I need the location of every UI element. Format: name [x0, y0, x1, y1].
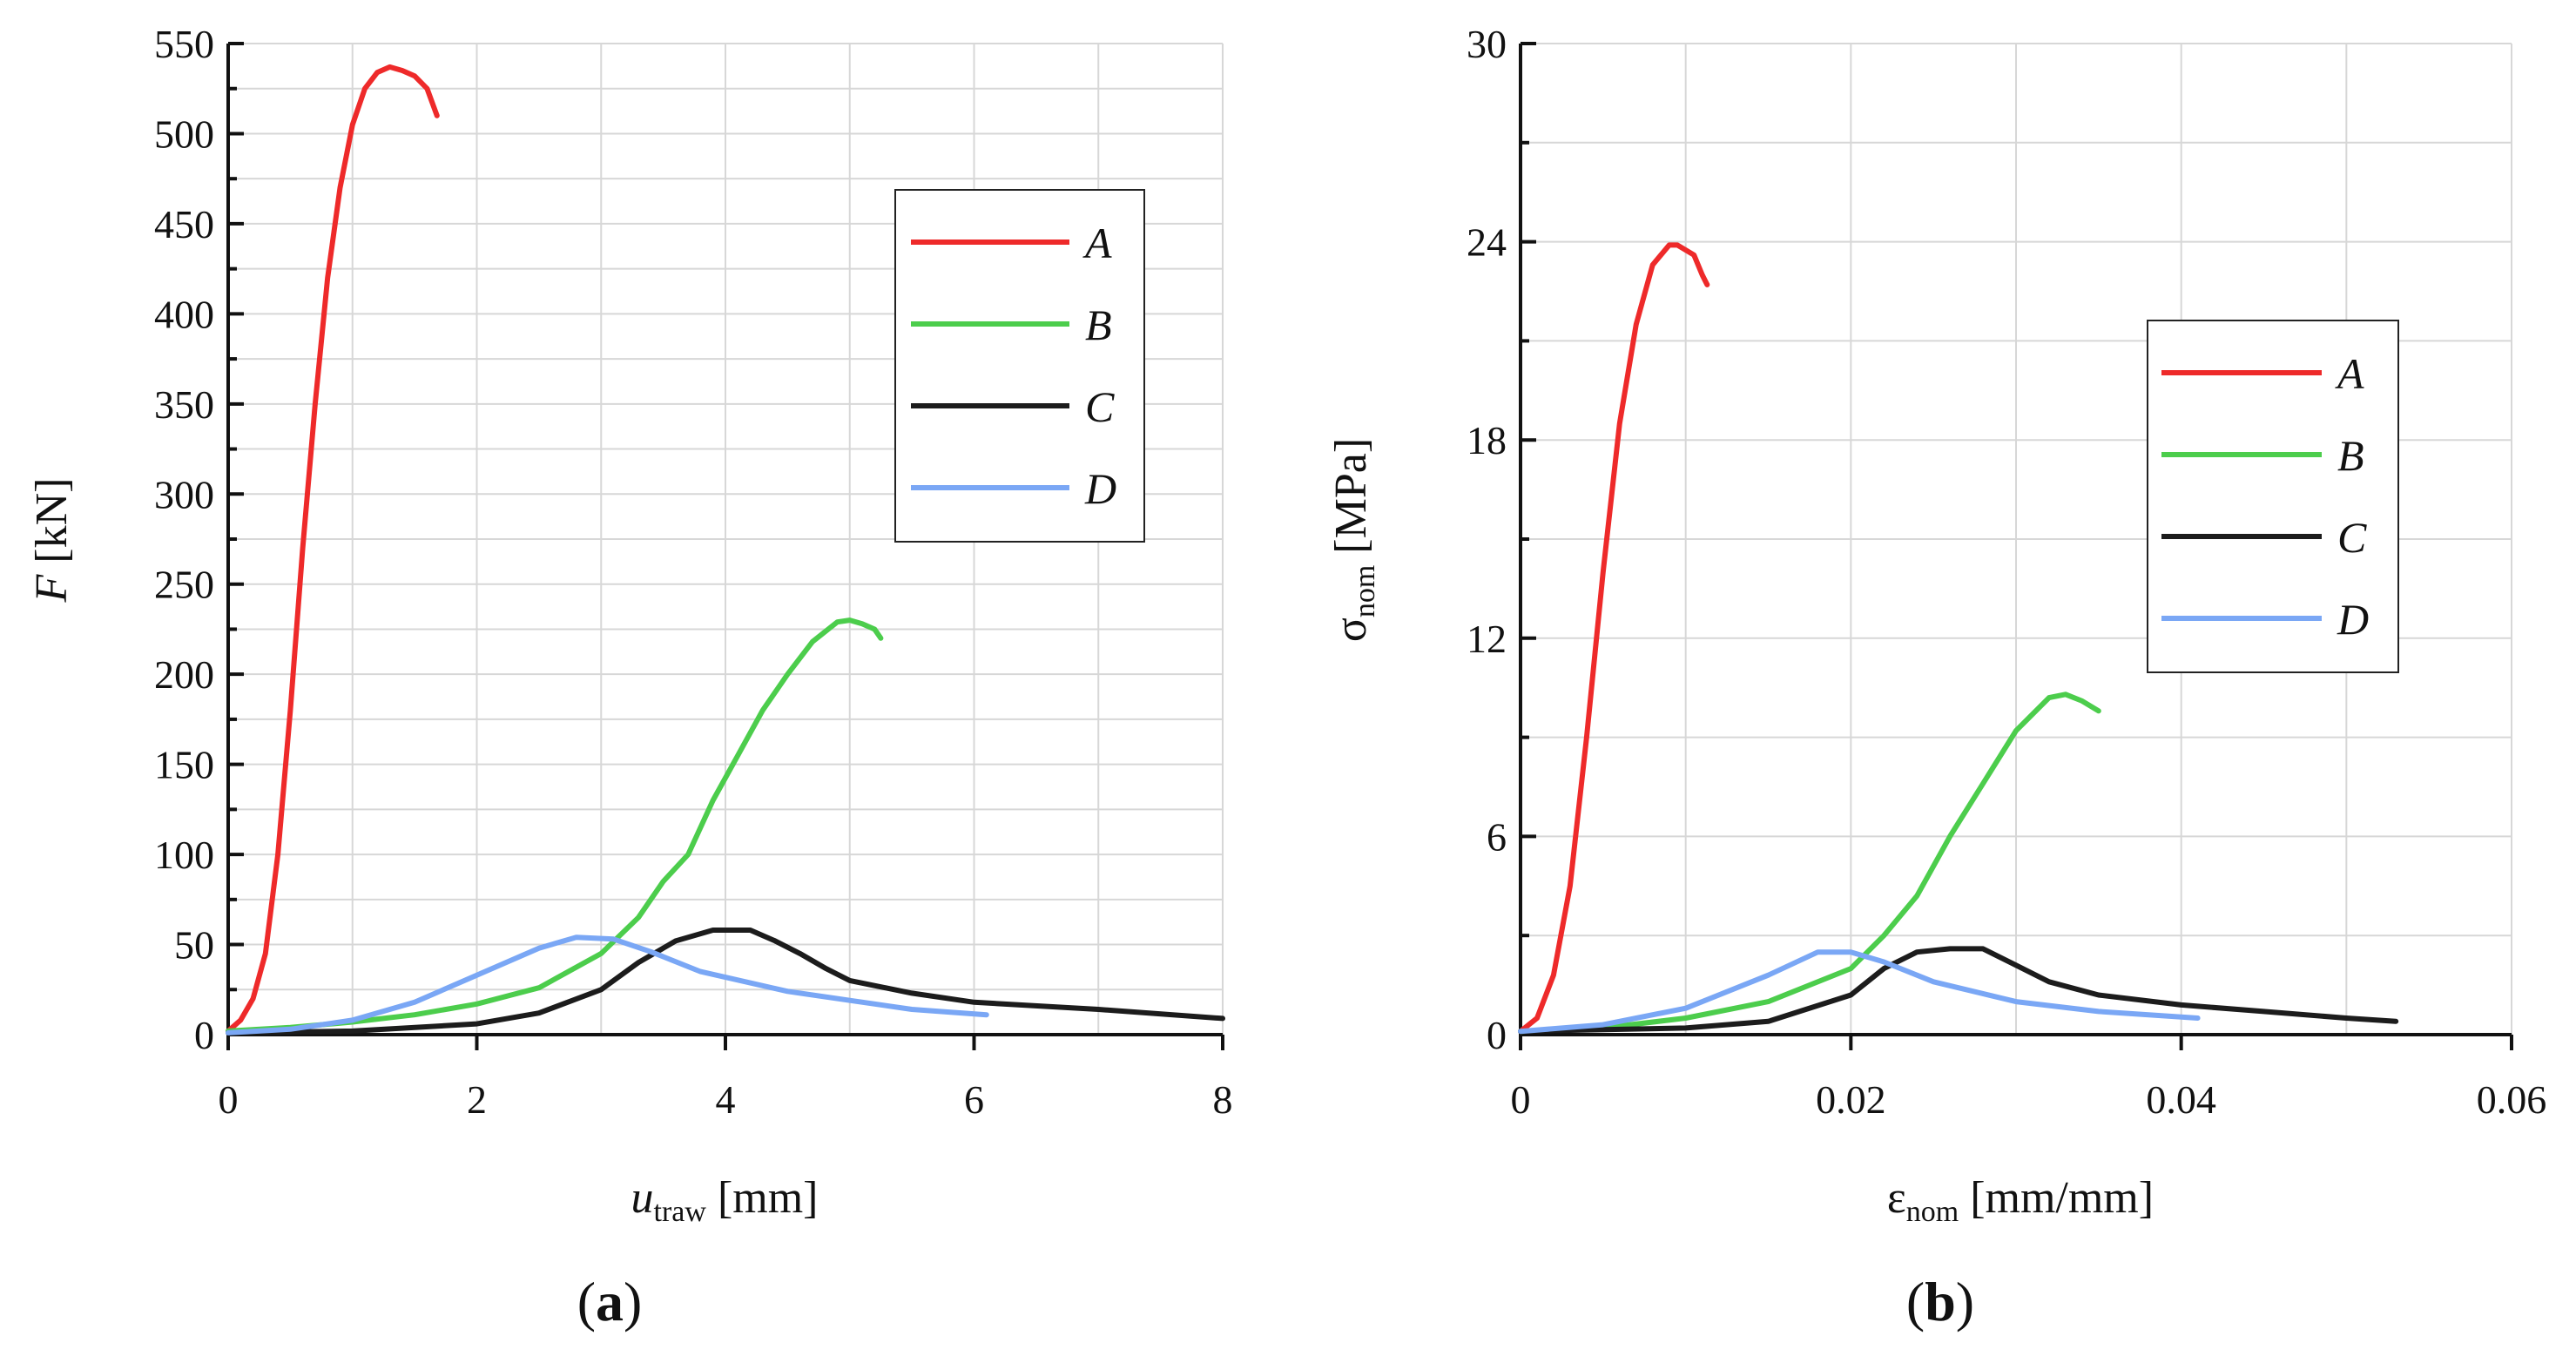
- panel-a-ytick-label-8: 400: [154, 292, 214, 336]
- panel-a-ytick-label-4: 200: [154, 652, 214, 697]
- panel-a-ytick-label-10: 500: [154, 111, 214, 156]
- panel-a-legend-box: [894, 189, 1145, 543]
- panel-a-x-axis-label: utraw [mm]: [631, 1173, 819, 1228]
- panel-b-series-d: [1518, 949, 2201, 1035]
- panel-a-xtick-label-1: 2: [467, 1077, 487, 1122]
- panel-a-ytick-label-2: 100: [154, 833, 214, 877]
- panel-a-series-b: [226, 617, 884, 1034]
- panel-b-ytick-label-1: 6: [1487, 814, 1507, 859]
- panel-b-ytick-label-3: 18: [1467, 418, 1507, 462]
- panel-a-legend: A B C D: [894, 189, 1145, 543]
- panel-a-ytick-label-11: 550: [154, 22, 214, 66]
- panel-a-series-d: [226, 934, 989, 1036]
- panel-a-series-c: [226, 928, 1225, 1036]
- panel-a-legend-label-c: C: [1085, 382, 1115, 431]
- panel-b-legend-box: [2147, 320, 2399, 673]
- panel-a-ytick-label-5: 250: [154, 563, 214, 607]
- panel-a-legend-label-d: D: [1084, 464, 1116, 513]
- panel-a-xtick-label-2: 4: [716, 1077, 736, 1122]
- panel-a-ticks: 0 50 100 150 200 250 300 350 400 450 500 550 0 2 4 6 8: [154, 22, 1233, 1122]
- panel-b-legend-label-a: A: [2335, 349, 2364, 398]
- panel-a-xtick-label-3: 6: [964, 1077, 984, 1122]
- panel-a-xtick-label-4: 8: [1213, 1077, 1233, 1122]
- panel-b-label: (b): [1906, 1271, 1974, 1332]
- panel-a-series: [226, 64, 1225, 1036]
- panel-b-legend: A B C D: [2147, 320, 2399, 673]
- panel-b-ytick-label-5: 30: [1467, 22, 1507, 66]
- panel-a-series-a: [226, 64, 440, 1034]
- panel-b-x-axis-label: εnom [mm/mm]: [1887, 1173, 2154, 1228]
- panel-a-legend-label-b: B: [1085, 300, 1112, 349]
- panel-a-xtick-label-0: 0: [219, 1077, 239, 1122]
- panel-b-xtick-label-0: 0: [1511, 1077, 1531, 1122]
- panel-b-xtick-label-1: 0.02: [1816, 1077, 1886, 1122]
- panel-b: 0 6 12 18 24 30 0 0.02 0.04 0.06 A B C D σnom [MP…: [1326, 22, 2546, 1332]
- panel-a: 0 50 100 150 200 250 300 350 400 450 500 550 0 2 4 6 8 A…: [27, 22, 1233, 1332]
- panel-b-legend-label-d: D: [2337, 595, 2369, 644]
- panel-a-ytick-label-7: 350: [154, 382, 214, 427]
- panel-a-ytick-label-3: 150: [154, 743, 214, 787]
- panel-a-legend-label-a: A: [1082, 219, 1112, 267]
- panel-b-legend-label-c: C: [2337, 513, 2367, 562]
- panel-b-y-axis-label: σnom [MPa]: [1326, 438, 1381, 642]
- panel-a-ytick-label-9: 450: [154, 202, 214, 246]
- panel-a-ytick-label-6: 300: [154, 472, 214, 516]
- panel-a-ytick-label-0: 0: [194, 1013, 214, 1057]
- panel-a-y-axis-label: F [kN]: [27, 478, 77, 604]
- panel-b-ytick-label-0: 0: [1487, 1013, 1507, 1057]
- panel-b-ytick-label-4: 24: [1467, 220, 1507, 265]
- panel-a-label: (a): [577, 1271, 643, 1332]
- panel-b-legend-label-b: B: [2337, 431, 2364, 480]
- panel-b-series: [1518, 242, 2399, 1035]
- panel-b-xtick-label-3: 0.06: [2477, 1077, 2547, 1122]
- panel-b-ytick-label-2: 12: [1467, 617, 1507, 661]
- panel-b-xtick-label-2: 0.04: [2146, 1077, 2216, 1122]
- panel-b-series-a: [1518, 242, 1710, 1035]
- panel-b-ticks: 0 6 12 18 24 30 0 0.02 0.04 0.06: [1467, 22, 2546, 1122]
- panel-b-series-c: [1518, 946, 2399, 1035]
- panel-a-ytick-label-1: 50: [174, 923, 214, 968]
- panel-b-series-b: [1518, 691, 2101, 1035]
